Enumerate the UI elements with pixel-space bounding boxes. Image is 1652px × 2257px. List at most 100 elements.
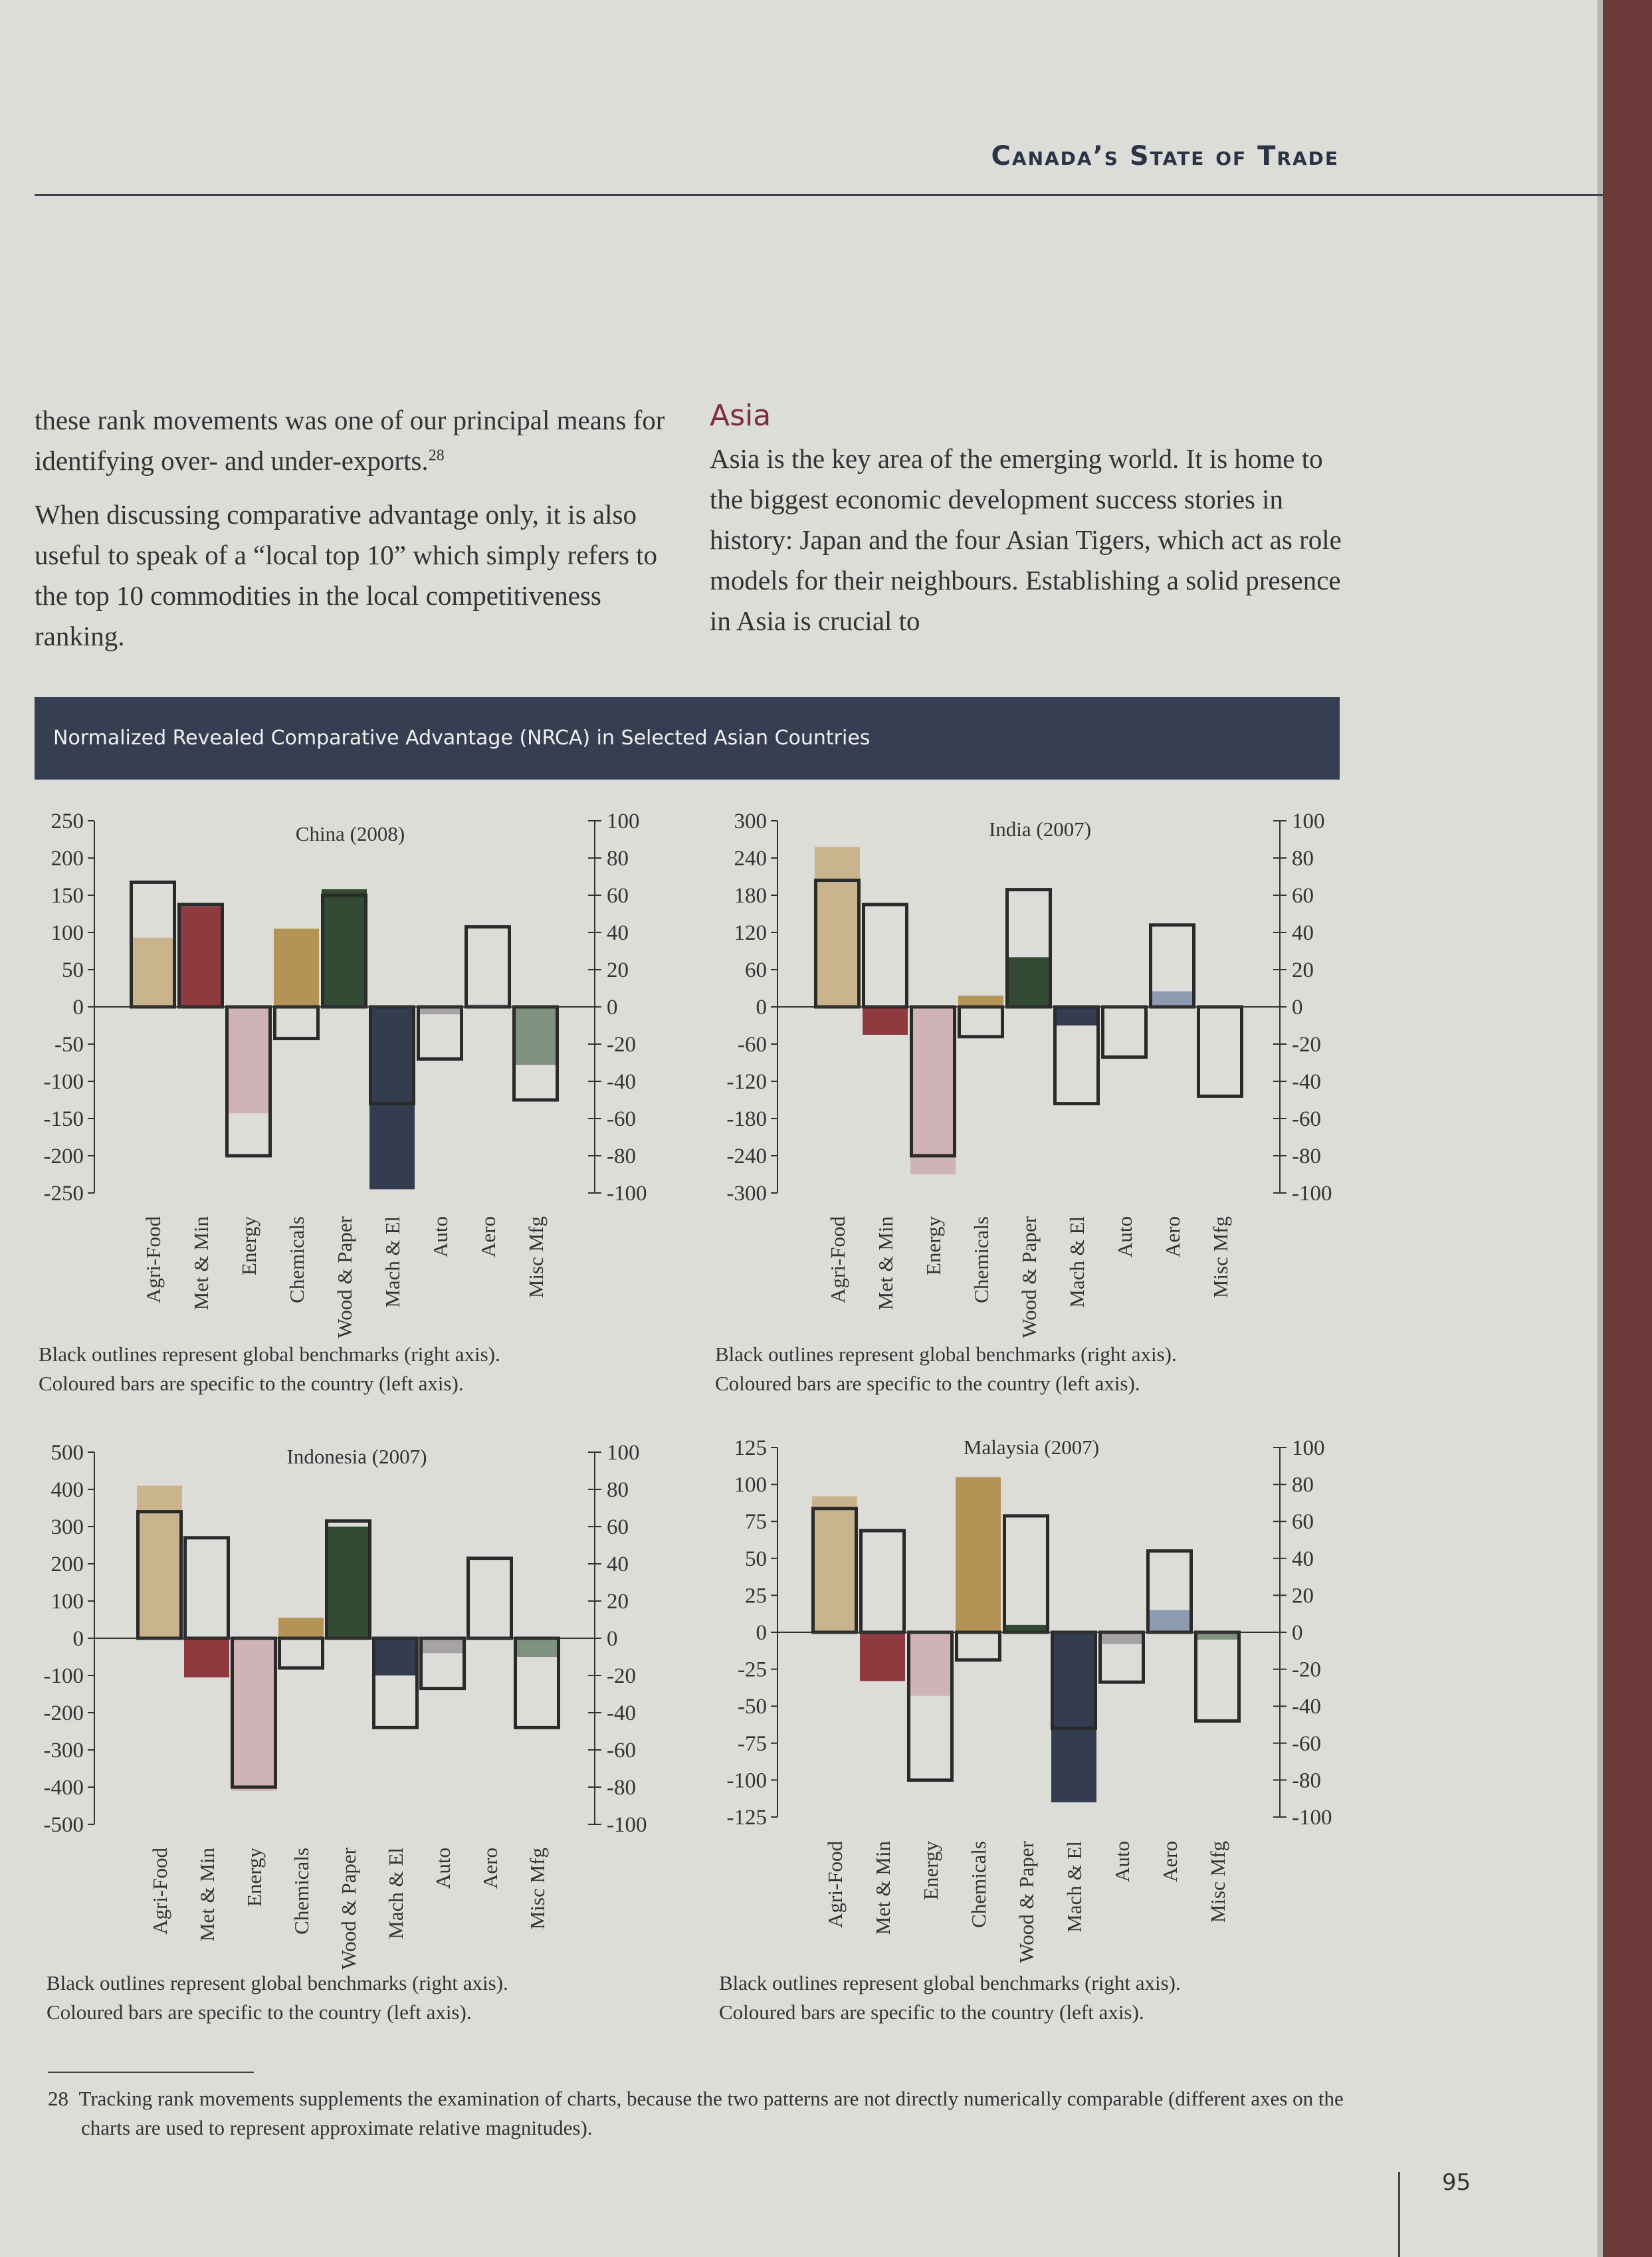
malaysia-left-tick-label: -125 xyxy=(727,1806,768,1830)
caption-china-line-2: Coloured bars are specific to the countr… xyxy=(39,1372,464,1395)
china-left-tick-label: -200 xyxy=(44,1144,84,1168)
india-country-bar xyxy=(1150,991,1195,1007)
malaysia-right-tick-label: -80 xyxy=(1292,1769,1321,1792)
indonesia-left-tick-label: 200 xyxy=(51,1553,84,1576)
malaysia-benchmark-outline xyxy=(1194,1630,1241,1723)
china-category-label: Wood & Paper xyxy=(333,1216,356,1338)
malaysia-category-label: Chemicals xyxy=(967,1841,990,1928)
page-number-rule xyxy=(1398,2172,1400,2257)
china-right-tick-label: -20 xyxy=(607,1033,636,1057)
india-category-label: Chemicals xyxy=(970,1216,993,1303)
malaysia-country-bar xyxy=(1099,1632,1144,1644)
china-right-tick-label: 0 xyxy=(607,996,618,1020)
indonesia-category-label: Auto xyxy=(431,1848,455,1889)
indonesia-country-bar xyxy=(231,1638,276,1791)
indonesia-right-tick-label: 20 xyxy=(607,1590,629,1614)
caption-china: Black outlines represent global benchmar… xyxy=(39,1340,500,1398)
footnote-rule xyxy=(48,2072,254,2073)
china-category-label: Misc Mfg xyxy=(524,1216,548,1298)
indonesia-left-tick-label: -300 xyxy=(44,1739,84,1763)
indonesia-right-tick-label: -100 xyxy=(607,1813,647,1837)
china-country-bar xyxy=(178,906,223,1007)
indonesia-category-label: Wood & Paper xyxy=(337,1847,360,1969)
caption-indonesia-line-1: Black outlines represent global benchmar… xyxy=(47,1971,508,1994)
indonesia-category-label: Misc Mfg xyxy=(526,1848,549,1929)
india-left-tick-label: 180 xyxy=(734,884,768,908)
running-head: Canada’s State of Trade xyxy=(991,141,1339,171)
indonesia-right-tick-label: -20 xyxy=(607,1664,636,1688)
indonesia-right-tick-label: 0 xyxy=(607,1627,618,1651)
india-right-tick-label: -60 xyxy=(1292,1107,1321,1131)
india-category-label: Misc Mfg xyxy=(1209,1216,1232,1298)
left-paragraph-1-text: these rank movements was one of our prin… xyxy=(35,405,665,476)
china-category-label: Chemicals xyxy=(285,1216,308,1303)
caption-malaysia: Black outlines represent global benchmar… xyxy=(719,1969,1181,2027)
india-category-label: Aero xyxy=(1161,1216,1184,1257)
malaysia-category-label: Energy xyxy=(919,1841,942,1900)
india-category-label: Wood & Paper xyxy=(1017,1216,1041,1338)
indonesia-left-tick-label: 100 xyxy=(51,1590,84,1614)
indonesia-right-tick-label: 80 xyxy=(607,1478,629,1502)
indonesia-left-tick-label: 500 xyxy=(51,1441,84,1465)
malaysia-category-label: Wood & Paper xyxy=(1015,1840,1038,1963)
india-benchmark-outline xyxy=(1101,1005,1148,1059)
india-left-tick-label: -300 xyxy=(727,1182,768,1206)
india-right-tick-label: -100 xyxy=(1292,1182,1332,1206)
figure-title-banner: Normalized Revealed Comparative Advantag… xyxy=(35,697,1340,780)
india-left-tick-label: -60 xyxy=(738,1033,767,1057)
china-left-tick-label: 0 xyxy=(73,996,84,1020)
india-benchmark-outline xyxy=(862,903,908,1009)
india-right-tick-label: -40 xyxy=(1292,1070,1321,1094)
malaysia-left-tick-label: -25 xyxy=(738,1658,767,1682)
china-benchmark-outline xyxy=(465,925,511,1009)
china-left-tick-label: -50 xyxy=(54,1033,84,1057)
china-left-tick-label: 100 xyxy=(51,921,84,945)
india-country-bar xyxy=(910,1007,956,1174)
malaysia-country-bar xyxy=(1195,1632,1240,1640)
malaysia-right-tick-label: -60 xyxy=(1292,1732,1321,1756)
indonesia-right-tick-label: -60 xyxy=(607,1739,636,1763)
indonesia-country-bar xyxy=(184,1638,229,1677)
china-right-tick-label: 80 xyxy=(607,847,629,871)
india-left-tick-label: 240 xyxy=(734,847,768,871)
china-country-bar xyxy=(322,889,367,1007)
china-category-label: Agri-Food xyxy=(142,1216,165,1303)
indonesia-category-label: Aero xyxy=(478,1848,502,1889)
india-right-tick-label: 40 xyxy=(1292,921,1314,945)
china-left-tick-label: -100 xyxy=(44,1070,84,1094)
indonesia-left-tick-label: 300 xyxy=(51,1515,84,1539)
indonesia-benchmark-outline xyxy=(183,1536,230,1640)
indonesia-right-tick-label: -80 xyxy=(607,1776,636,1800)
india-country-bar xyxy=(958,996,1003,1007)
indonesia-category-label: Chemicals xyxy=(290,1848,313,1935)
caption-indonesia-line-2: Coloured bars are specific to the countr… xyxy=(47,2000,472,2024)
footnote-28: 28 Tracking rank movements supplements t… xyxy=(48,2084,1350,2143)
indonesia-benchmark-outline xyxy=(466,1557,513,1640)
malaysia-left-tick-label: -100 xyxy=(727,1769,768,1792)
china-left-tick-label: 150 xyxy=(51,884,84,908)
malaysia-country-bar xyxy=(908,1632,953,1696)
china-left-tick-label: 50 xyxy=(62,958,84,982)
section-heading-asia: Asia xyxy=(710,399,772,433)
indonesia-category-label: Energy xyxy=(243,1848,266,1907)
india-right-tick-label: 80 xyxy=(1292,847,1314,871)
indonesia-left-tick-label: 400 xyxy=(51,1478,84,1502)
malaysia-left-tick-label: 75 xyxy=(745,1510,767,1534)
indonesia-left-tick-label: -500 xyxy=(44,1813,84,1837)
footnote-text: Tracking rank movements supplements the … xyxy=(78,2087,1344,2139)
header-rule xyxy=(35,194,1603,196)
malaysia-category-label: Agri-Food xyxy=(823,1841,847,1928)
china-right-tick-label: -100 xyxy=(607,1182,647,1206)
china-right-tick-label: 40 xyxy=(607,921,629,945)
india-benchmark-outline xyxy=(1197,1005,1243,1098)
china-category-label: Mach & El xyxy=(381,1216,404,1308)
malaysia-country-bar xyxy=(812,1496,857,1632)
malaysia-left-tick-label: 25 xyxy=(745,1584,767,1608)
india-right-tick-label: 60 xyxy=(1292,884,1314,908)
malaysia-country-bar xyxy=(1147,1610,1192,1632)
china-country-bar xyxy=(513,1007,558,1065)
malaysia-right-tick-label: 20 xyxy=(1292,1584,1314,1608)
indonesia-right-tick-label: 100 xyxy=(607,1441,640,1465)
malaysia-category-label: Misc Mfg xyxy=(1206,1841,1229,1923)
